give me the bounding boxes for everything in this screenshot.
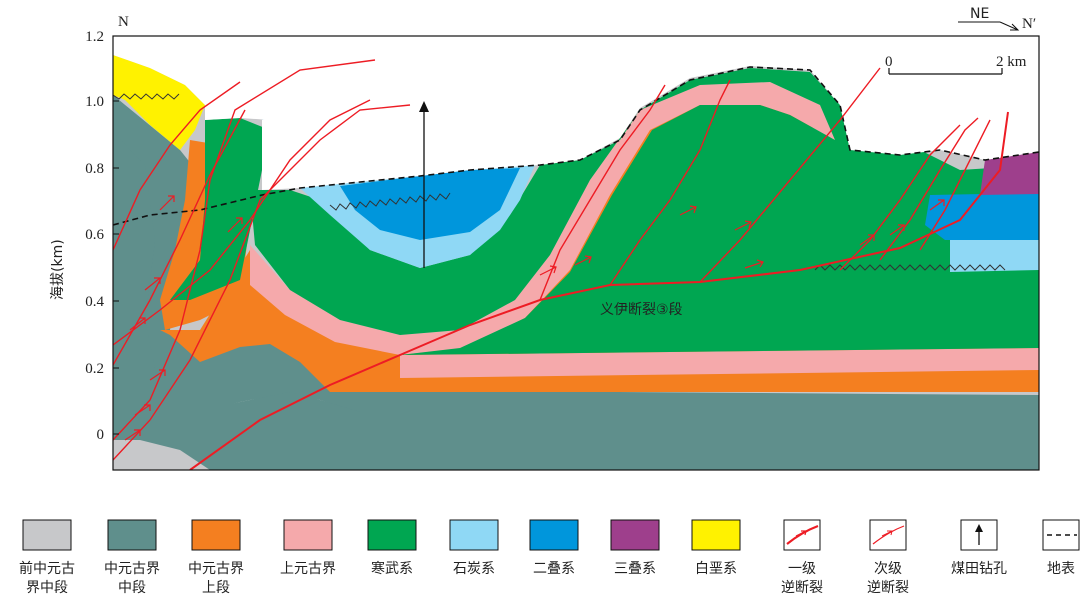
unit-middle-proterozoic-middle-upper xyxy=(113,95,1039,412)
legend-label-line2: 中段 xyxy=(118,580,146,596)
y-tick-label: 0.2 xyxy=(85,361,104,377)
unit-permian-right xyxy=(925,193,1039,240)
svg-text:2 km: 2 km xyxy=(996,54,1027,70)
legend-label-line2: 逆断裂 xyxy=(867,580,909,596)
legend-label: 白垩系 xyxy=(695,561,737,577)
y-tick: 0.4 xyxy=(85,294,119,310)
legend-label: 中元古界 xyxy=(104,561,160,577)
legend-item-carboniferous: 石炭系 xyxy=(449,519,499,577)
legend-swatch xyxy=(610,519,660,551)
secondary-faults xyxy=(113,59,991,461)
legend-swatch xyxy=(449,519,499,551)
y-tick-label: 0 xyxy=(97,427,105,443)
legend-label: 中元古界 xyxy=(188,561,244,577)
unit-middle-proterozoic-middle xyxy=(113,120,1039,470)
legend-item-upper-proterozoic: 上元古界 xyxy=(280,519,336,577)
svg-text:0: 0 xyxy=(885,54,893,70)
legend-swatch xyxy=(367,519,417,551)
y-tick: 0.2 xyxy=(85,361,119,377)
legend-swatch xyxy=(283,519,333,551)
legend-label: 二叠系 xyxy=(533,561,575,577)
unit-upper-proterozoic xyxy=(250,82,835,355)
plot-frame xyxy=(112,35,1040,471)
sky xyxy=(113,36,1039,190)
fault-primary-icon xyxy=(783,519,821,551)
section-start-label: N xyxy=(118,14,129,30)
y-tick-label: 0.4 xyxy=(85,294,104,310)
unit-cambrian-left xyxy=(170,118,270,300)
legend-label: 三叠系 xyxy=(614,561,656,577)
y-axis: 1.2 1.0 0.8 0.6 0.4 0.2 0 海拔(km) xyxy=(50,29,119,443)
coal-borehole-icon xyxy=(419,101,429,268)
legend-item-ground-surface: 地表 xyxy=(1042,519,1080,577)
unit-cambrian-main xyxy=(250,68,1039,355)
ground-surface-line xyxy=(113,66,1039,226)
y-tick: 0 xyxy=(97,427,119,443)
legend-swatch xyxy=(691,519,741,551)
legend-label: 一级 xyxy=(788,561,816,577)
y-tick: 0.8 xyxy=(85,161,119,177)
y-axis-label: 海拔(km) xyxy=(50,239,66,300)
legend-item-cretaceous: 白垩系 xyxy=(691,519,741,577)
svg-text:NE: NE xyxy=(970,6,989,22)
legend-label: 上元古界 xyxy=(280,561,336,577)
legend-label: 煤田钻孔 xyxy=(951,561,1007,577)
unit-cretaceous xyxy=(113,55,205,150)
legend-label: 前中元古 xyxy=(19,560,75,577)
legend-label-line2: 界中段 xyxy=(26,580,68,596)
thrust-arrows xyxy=(124,195,945,441)
legend-item-coal-borehole: 煤田钻孔 xyxy=(951,519,1007,577)
legend-label: 次级 xyxy=(874,561,902,577)
y-tick-label: 1.0 xyxy=(85,94,104,110)
borehole-icon xyxy=(960,519,998,551)
y-tick: 1.0 xyxy=(85,94,119,110)
legend-item-triassic: 三叠系 xyxy=(610,519,660,577)
section-body xyxy=(113,36,1039,470)
y-tick: 0.6 xyxy=(85,227,119,243)
legend-item-permian: 二叠系 xyxy=(529,519,579,577)
legend-label: 石炭系 xyxy=(453,561,495,577)
unit-carboniferous-right xyxy=(950,238,1039,272)
legend-label: 地表 xyxy=(1047,561,1075,577)
unit-upper-proterozoic-flat xyxy=(400,348,1039,378)
legend-item-cambrian: 寒武系 xyxy=(367,519,417,577)
section-end-label: N′ xyxy=(1022,16,1036,32)
direction-indicator: NE xyxy=(958,6,1020,31)
surface-icon xyxy=(1042,519,1080,551)
y-tick: 1.2 xyxy=(85,29,119,45)
unit-permian-basin xyxy=(340,168,520,240)
y-tick-label: 0.6 xyxy=(85,227,104,243)
legend-label: 寒武系 xyxy=(371,560,413,577)
unit-triassic xyxy=(980,152,1039,195)
legend-swatch xyxy=(191,519,241,551)
unconformity-right xyxy=(814,264,1006,271)
y-tick-label: 1.2 xyxy=(85,29,104,45)
legend-label-line2: 逆断裂 xyxy=(781,580,823,596)
legend-swatch xyxy=(107,519,157,551)
legend-swatch xyxy=(529,519,579,551)
fault-label: 义伊断裂③段 xyxy=(600,302,683,318)
scale-bar: 0 2 km xyxy=(885,54,1027,75)
unconformity-left xyxy=(113,93,180,100)
legend-label-line2: 上段 xyxy=(202,580,230,596)
unconformity-basin xyxy=(329,192,451,211)
legend-swatch xyxy=(22,519,72,551)
y-tick-label: 0.8 xyxy=(85,161,104,177)
fault-secondary-icon xyxy=(869,519,907,551)
